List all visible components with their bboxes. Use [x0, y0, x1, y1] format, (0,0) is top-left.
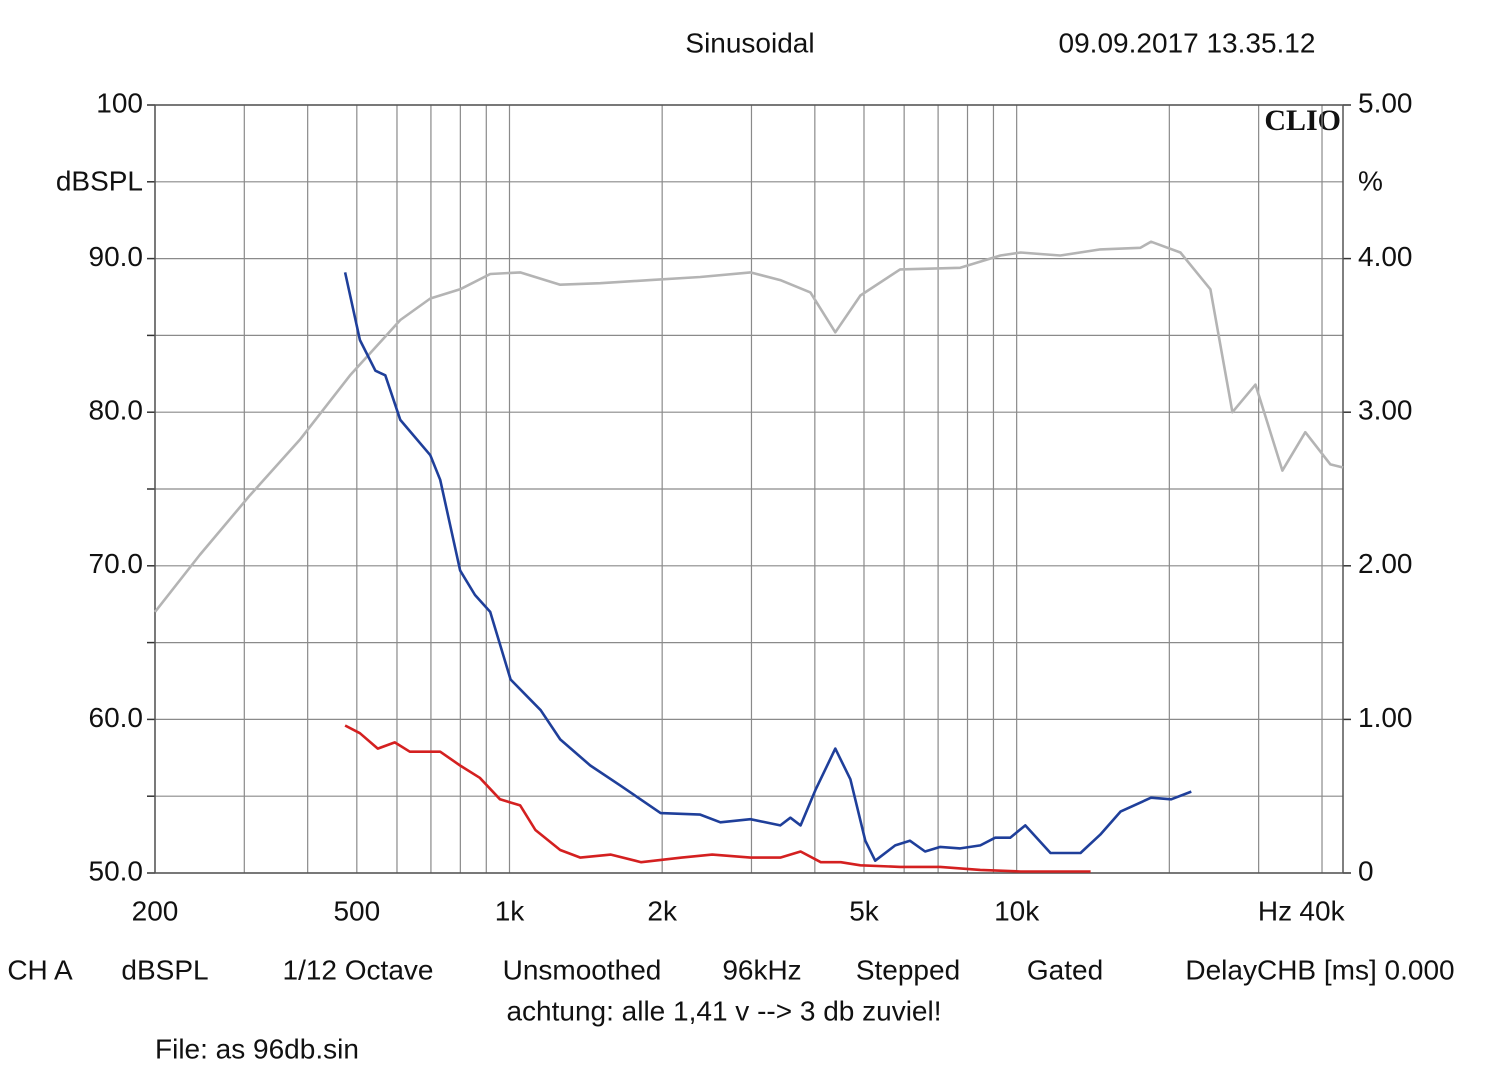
y-tick-label: 90.0: [89, 241, 144, 272]
footer-setting: 96kHz: [722, 954, 801, 985]
y-axis-label: dBSPL: [56, 165, 143, 196]
footer-setting: Stepped: [856, 954, 960, 985]
footer-note: achtung: alle 1,41 v --> 3 db zuviel!: [506, 995, 941, 1026]
plot-frame: [154, 104, 1344, 874]
footer-setting: Gated: [1027, 954, 1103, 985]
y2-tick-label: 5.00: [1358, 87, 1413, 118]
y2-tick-label: 3.00: [1358, 395, 1413, 426]
footer-setting: 1/12 Octave: [283, 954, 434, 985]
y2-tick-label: 1.00: [1358, 702, 1413, 733]
x-tick-label: 200: [132, 895, 179, 926]
x-tick-label: 2k: [647, 895, 678, 926]
y-tick-label: 70.0: [89, 548, 144, 579]
y2-axis-label: %: [1358, 165, 1383, 196]
y-tick-label: 80.0: [89, 395, 144, 426]
timestamp: 09.09.2017 13.35.12: [1059, 27, 1316, 58]
y2-tick-label: 4.00: [1358, 241, 1413, 272]
data-line: [344, 724, 1091, 873]
footer-setting: CH A: [7, 954, 73, 985]
footer-setting: dBSPL: [121, 954, 208, 985]
x-tick-label: 5k: [849, 895, 880, 926]
y-tick-label: 100: [96, 87, 143, 118]
footer-setting: DelayCHB [ms] 0.000: [1185, 954, 1454, 985]
footer-file: File: as 96db.sin: [155, 1033, 359, 1064]
logo: CLIO: [1264, 104, 1341, 137]
y2-tick-label: 0: [1358, 855, 1374, 886]
x-tick-label: 500: [333, 895, 380, 926]
y-tick-label: 50.0: [89, 855, 144, 886]
y-tick-label: 60.0: [89, 702, 144, 733]
data-line: [343, 272, 1192, 862]
chart-title: Sinusoidal: [685, 27, 814, 58]
x-tick-label: 40k: [1299, 895, 1345, 926]
x-axis-label: Hz: [1258, 895, 1292, 926]
x-tick-label: 10k: [994, 895, 1040, 926]
data-line: [153, 240, 1344, 613]
x-tick-label: 1k: [495, 895, 526, 926]
footer-setting: Unsmoothed: [503, 954, 662, 985]
y2-tick-label: 2.00: [1358, 548, 1413, 579]
